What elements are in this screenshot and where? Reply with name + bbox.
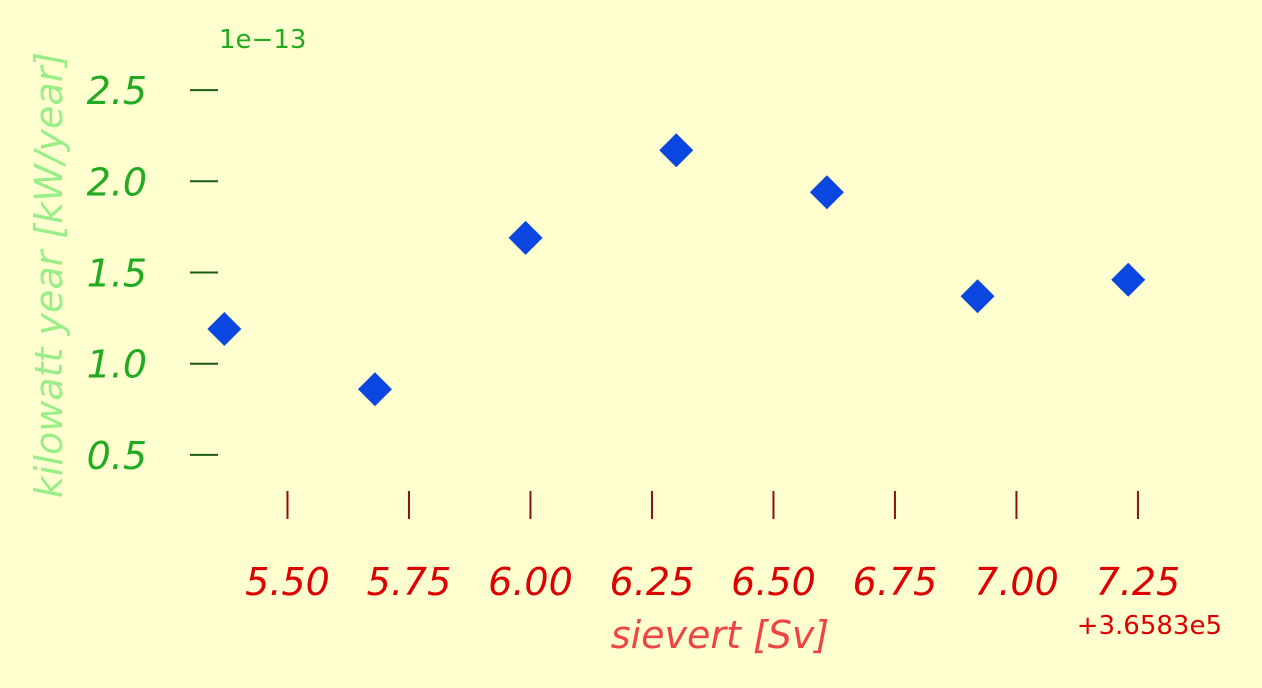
y-tick-label: 2.0 (87, 160, 147, 204)
x-tick-label: 6.00 (488, 560, 573, 604)
x-tick-label: 6.75 (853, 560, 938, 604)
x-tick-label: 6.25 (610, 560, 695, 604)
y-axis: 0.5 1.0 1.5 2.0 2.5 (87, 69, 218, 478)
x-tick-label: 6.50 (731, 560, 816, 604)
x-axis-title: sievert [Sv] (611, 613, 829, 657)
y-tick-label: 1.5 (87, 252, 147, 296)
y-tick-label: 0.5 (87, 434, 147, 478)
y-tick-label: 2.5 (87, 69, 147, 113)
data-point (960, 279, 995, 314)
data-point (1111, 262, 1146, 297)
x-tick-label: 5.75 (367, 560, 452, 604)
data-point (508, 220, 543, 255)
x-tick-label: 7.25 (1096, 560, 1181, 604)
data-points (207, 133, 1146, 407)
data-point (207, 312, 242, 347)
data-point (659, 133, 694, 168)
x-axis: 5.50 5.75 6.00 6.25 6.50 6.75 7.00 7.25 (245, 491, 1180, 604)
x-tick-label: 7.00 (974, 560, 1059, 604)
data-point (357, 372, 392, 407)
y-tick-label: 1.0 (87, 343, 147, 387)
x-tick-label: 5.50 (245, 560, 330, 604)
x-axis-offset-label: +3.6583e5 (1077, 611, 1222, 641)
data-point (809, 175, 844, 210)
y-axis-offset-label: 1e−13 (219, 25, 306, 55)
y-axis-title: kilowatt year [kW/year] (27, 52, 71, 498)
